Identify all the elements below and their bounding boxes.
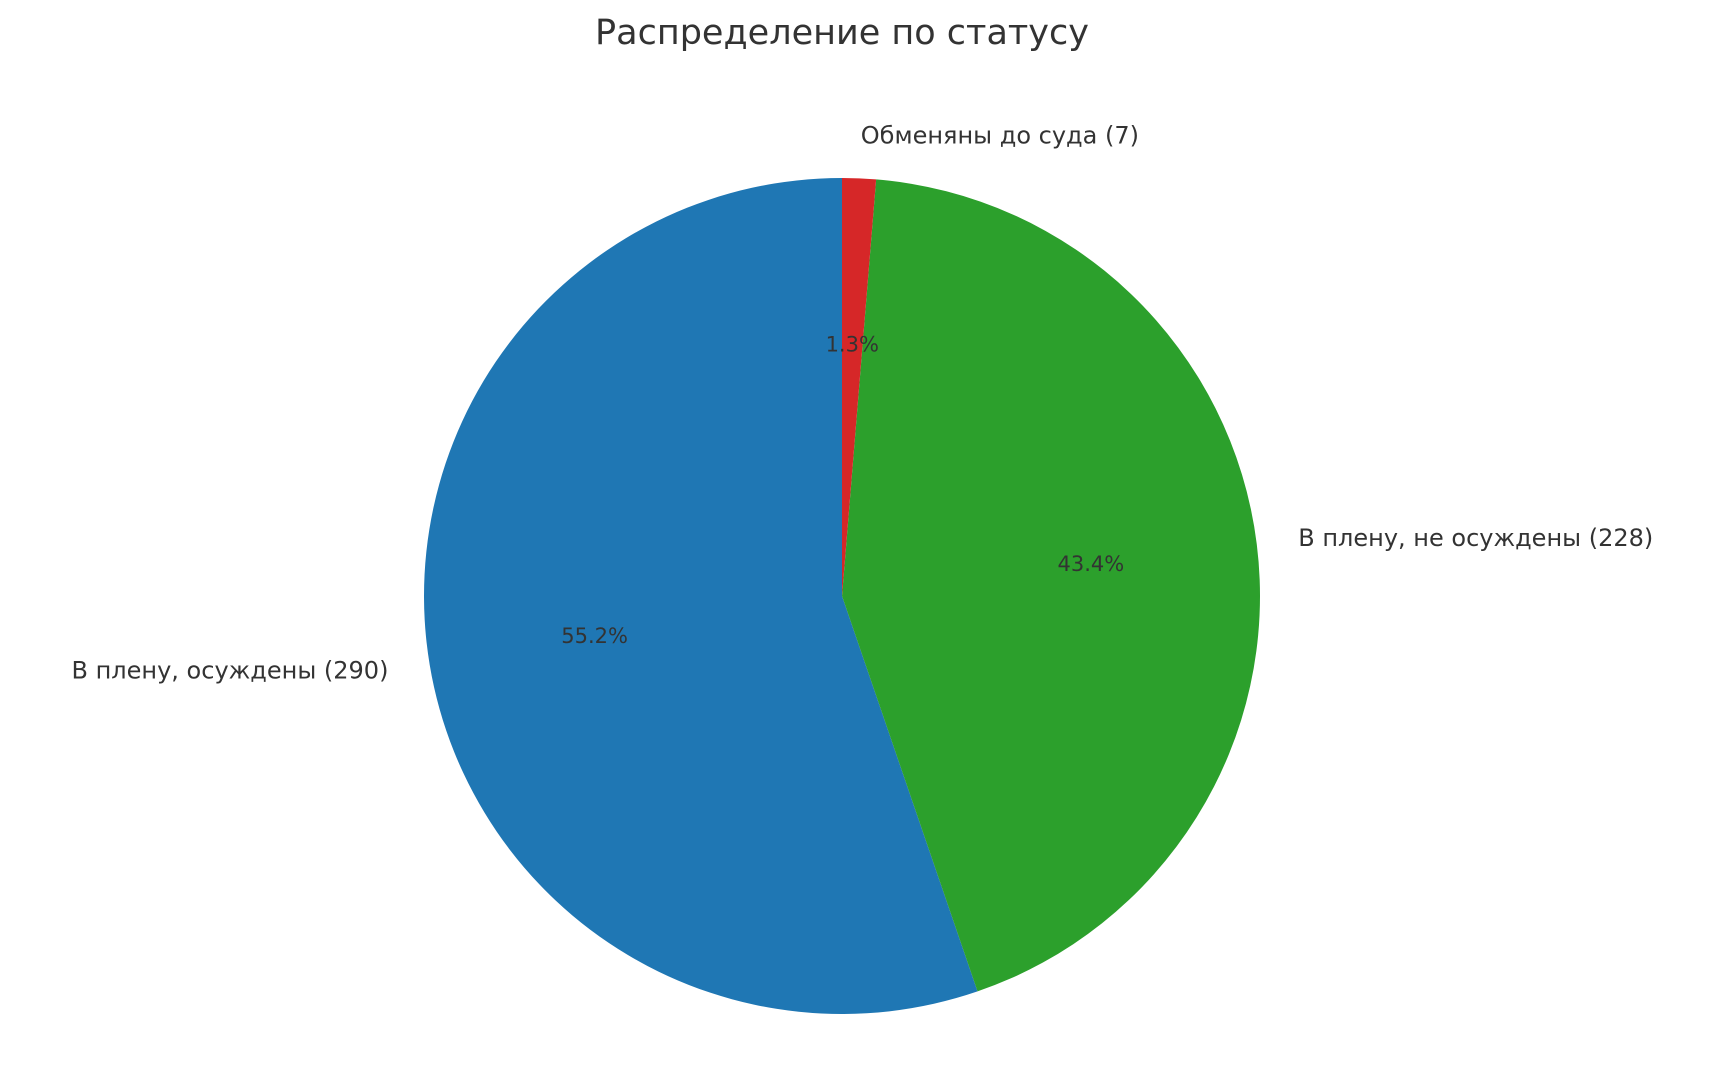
pie-slice	[424, 178, 978, 1014]
slice-label: Обменяны до суда (7)	[861, 122, 1139, 150]
slice-label: В плену, осуждены (290)	[72, 657, 389, 685]
percent-label: 55.2%	[561, 624, 628, 648]
pie-slice	[842, 179, 1260, 992]
percent-label: 43.4%	[1058, 552, 1125, 576]
pie-slice	[842, 178, 877, 596]
percent-label: 1.3%	[826, 332, 879, 356]
chart-title: Распределение по статусу	[595, 13, 1089, 53]
slice-label: В плену, не осуждены (228)	[1298, 524, 1653, 552]
